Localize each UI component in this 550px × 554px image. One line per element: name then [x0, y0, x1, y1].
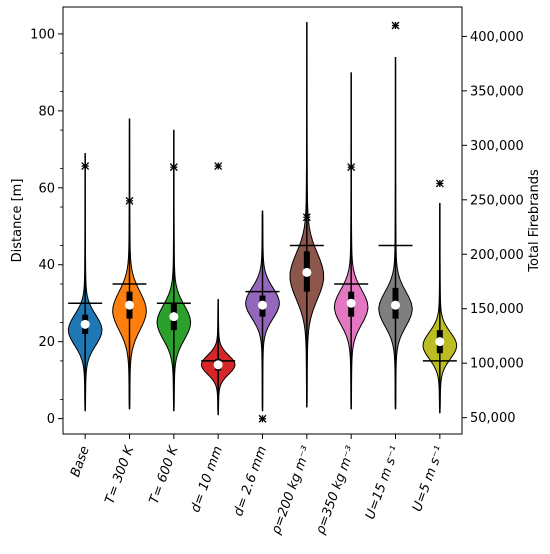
marker-stroke — [391, 21, 400, 30]
y-tick-label: 80 — [38, 104, 55, 119]
firebrand-marker — [169, 163, 178, 172]
y-tick-label: 60 — [38, 181, 55, 196]
y2-tick-label: 100,000 — [470, 357, 524, 372]
x-tick-label: U=5 m s⁻¹ — [410, 444, 448, 513]
firebrand-marker — [302, 213, 311, 222]
x-tick-label: ρ=200 kg m⁻³ — [269, 444, 315, 536]
marker-stroke — [302, 213, 311, 222]
violin-median-dot — [125, 300, 134, 310]
x-tick-label: T= 600 K — [147, 443, 182, 506]
x-tick-label: Base — [68, 444, 93, 479]
firebrand-markers-layer — [81, 21, 444, 423]
x-tick-label: d= 10 mm — [188, 444, 226, 514]
y-tick-label: 0 — [47, 412, 55, 427]
y-axis-left: 0 20 40 60 80 100 — [30, 27, 63, 427]
x-tick-label: U=15 m s⁻¹ — [363, 444, 403, 521]
violin-median-dot — [80, 319, 90, 329]
violin-median-dot — [391, 300, 400, 310]
marker-stroke — [169, 163, 178, 172]
firebrand-marker — [81, 162, 90, 170]
marker-stroke — [435, 179, 444, 188]
violin-median-dot — [435, 337, 445, 347]
violin-median-dot — [213, 360, 223, 370]
x-tick-label: ρ=350 kg m⁻³ — [313, 444, 359, 536]
firebrand-marker — [347, 163, 356, 172]
firebrand-marker — [214, 162, 223, 170]
marker-stroke — [81, 162, 90, 170]
y-axis-label: Distance [m] — [10, 179, 25, 263]
y-tick-label: 40 — [38, 258, 55, 273]
marker-stroke — [347, 163, 356, 172]
y2-tick-label: 250,000 — [470, 193, 524, 208]
y2-tick-label: 400,000 — [470, 30, 524, 45]
firebrand-marker — [391, 21, 400, 30]
y-tick-label: 20 — [38, 335, 55, 350]
y2-axis-label: Total Firebrands — [527, 169, 542, 273]
y2-tick-label: 150,000 — [470, 302, 524, 317]
violin-median-dot — [302, 267, 312, 277]
y2-tick-label: 200,000 — [470, 248, 524, 263]
stats-layer — [68, 22, 457, 415]
violin-median-dot — [169, 312, 179, 322]
violin-median-dot — [346, 298, 356, 308]
marker-stroke — [258, 414, 267, 423]
marker-stroke — [125, 196, 134, 205]
marker-stroke — [214, 162, 223, 170]
firebrand-marker — [435, 179, 444, 188]
violin-median-dot — [258, 300, 267, 310]
y2-tick-label: 50,000 — [470, 411, 516, 426]
firebrand-marker — [258, 414, 267, 423]
y-tick-label: 100 — [30, 27, 55, 42]
y-axis-right: 50,000 100,000 150,000 200,000 250,000 300,00… — [462, 30, 524, 426]
x-tick-label: d= 2.6 mm — [231, 444, 270, 518]
x-tick-label: T= 300 K — [102, 443, 137, 506]
firebrand-marker — [125, 196, 134, 205]
y2-tick-label: 300,000 — [470, 139, 524, 154]
y2-tick-label: 350,000 — [470, 84, 524, 99]
